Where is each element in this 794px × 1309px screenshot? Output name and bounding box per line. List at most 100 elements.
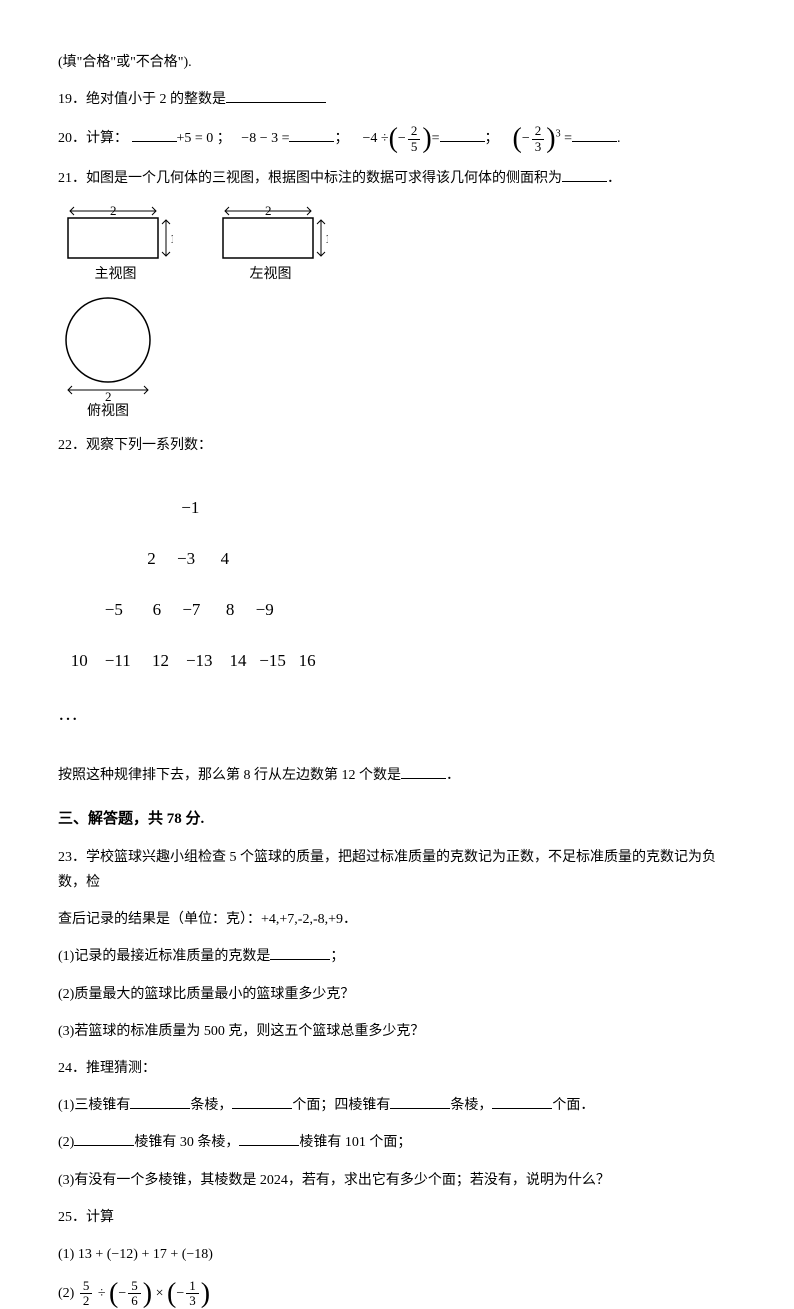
q24-title: 推理猜测： (86, 1061, 156, 1076)
q25-title: 计算 (86, 1210, 114, 1225)
q20-blank4 (572, 126, 617, 142)
q25-p2: (2) 52 ÷ (−56) × (−13) (58, 1279, 736, 1309)
rect-icon: 2 1 (213, 203, 328, 265)
q24-p1d: 条棱， (450, 1098, 492, 1113)
rparen-icon: ) (201, 1280, 210, 1308)
q19-text: 绝对值小于 2 的整数是 (86, 92, 226, 107)
q20-sep2: ； (334, 131, 348, 146)
front-view: 2 1 主视图 (58, 203, 173, 287)
q23-p3: (3)若篮球的标准质量为 500 克，则这五个篮球总重多少克？ (58, 1019, 736, 1044)
front-view-label: 主视图 (58, 262, 173, 287)
q22: 22．观察下列一系列数： (58, 433, 736, 458)
q20-blank3 (440, 126, 485, 142)
q20-expr2: −8 − 3 = (241, 131, 289, 146)
q20-blank2 (289, 126, 334, 142)
left-view-label: 左视图 (213, 262, 328, 287)
q24-p2b: 棱锥有 30 条棱， (134, 1135, 239, 1150)
q20-frac1: 25 (408, 124, 421, 154)
frac-den: 3 (186, 1294, 199, 1308)
q21-blank (562, 166, 607, 182)
q25-frac3: 13 (186, 1279, 199, 1309)
q21-text: 如图是一个几何体的三视图，根据图中标注的数据可求得该几何体的侧面积为 (86, 171, 562, 186)
q24-p2a: (2) (58, 1135, 74, 1150)
q21: 21．如图是一个几何体的三视图，根据图中标注的数据可求得该几何体的侧面积为． (58, 166, 736, 191)
q20-pow: 3 (556, 129, 561, 140)
q24-p1-blank2 (232, 1093, 292, 1109)
q24-p1-blank3 (390, 1093, 450, 1109)
q22-num: 22． (58, 438, 86, 453)
q24-p1c: 个面；四棱锥有 (292, 1098, 390, 1113)
q24-p2: (2) 棱锥有 30 条棱， 棱锥有 101 个面； (58, 1130, 736, 1155)
q25-frac2: 56 (128, 1279, 141, 1309)
lparen-icon: ( (109, 1280, 118, 1308)
tri-row3: −5 6 −7 8 −9 (58, 597, 736, 623)
rect-icon: 2 1 (58, 203, 173, 265)
q22-triangle: −1 2 −3 4 −5 6 −7 8 −9 10 −11 12 −13 14 … (58, 470, 736, 755)
q19-blank (226, 87, 326, 103)
q23-p1-blank (270, 944, 330, 960)
tri-row2: 2 −3 4 (58, 546, 736, 572)
q25-p1: (1) 13 + (−12) + 17 + (−18) (58, 1242, 736, 1267)
svg-text:1: 1 (170, 231, 173, 246)
frac-num: 2 (532, 124, 545, 139)
tri-row1: −1 (58, 495, 736, 521)
q24-p1-blank4 (492, 1093, 552, 1109)
q23-num: 23． (58, 850, 86, 865)
frac-num: 5 (80, 1279, 93, 1294)
q22-text: 观察下列一系列数： (86, 438, 212, 453)
q20: 20．计算： +5 = 0 ； −8 − 3 =； −4 ÷(−25)=； (−… (58, 124, 736, 154)
q23-p2: (2)质量最大的篮球比质量最小的篮球重多少克？ (58, 982, 736, 1007)
q20-eq1: = (432, 131, 440, 146)
lparen-icon: ( (513, 125, 522, 153)
q24-p2-blank2 (239, 1130, 299, 1146)
q18-tail: (填"合格"或"不合格"). (58, 50, 736, 75)
q24-p3: (3)有没有一个多棱锥，其棱数是 2024，若有，求出它有多少个面；若没有，说明… (58, 1168, 736, 1193)
q23-intro2: 查后记录的结果是（单位：克）：+4,+7,-2,-8,+9． (58, 907, 736, 932)
q24-p1e: 个面． (552, 1098, 594, 1113)
q23-p1-text: (1)记录的最接近标准质量的克数是 (58, 949, 270, 964)
q25-num: 25． (58, 1210, 86, 1225)
frac-den: 6 (128, 1294, 141, 1308)
q20-sep3: ； (485, 131, 499, 146)
q23-intro1: 23．学校篮球兴趣小组检查 5 个篮球的质量，把超过标准质量的克数记为正数，不足… (58, 845, 736, 895)
q23-p1-sep: ； (330, 949, 344, 964)
svg-text:2: 2 (265, 203, 272, 218)
q20-expr3-pre: −4 ÷ (362, 131, 388, 146)
q19-num: 19． (58, 92, 86, 107)
q22-tail: 按照这种规律排下去，那么第 8 行从左边数第 12 个数是． (58, 763, 736, 788)
q25-div: ÷ (98, 1286, 106, 1301)
q25: 25．计算 (58, 1205, 736, 1230)
q24-p1a: (1)三棱锥有 (58, 1098, 130, 1113)
q20-blank1 (132, 126, 177, 142)
q24-p2-blank1 (74, 1130, 134, 1146)
q20-frac2: 23 (532, 124, 545, 154)
q20-expr1: +5 = 0 ； (177, 131, 231, 146)
q24-p1b: 条棱， (190, 1098, 232, 1113)
section3-title: 三、解答题，共 78 分. (58, 806, 736, 833)
q25-frac1: 52 (80, 1279, 93, 1309)
q21-figures: 2 1 主视图 2 1 (58, 203, 736, 424)
svg-text:1: 1 (325, 231, 328, 246)
q23-intro1-text: 学校篮球兴趣小组检查 5 个篮球的质量，把超过标准质量的克数记为正数，不足标准质… (58, 850, 716, 890)
rparen-icon: ) (546, 125, 555, 153)
q21-num: 21． (58, 171, 86, 186)
q19: 19．绝对值小于 2 的整数是 (58, 87, 736, 112)
q24: 24．推理猜测： (58, 1056, 736, 1081)
svg-text:2: 2 (110, 203, 117, 218)
q20-period: . (617, 131, 621, 146)
q24-p2c: 棱锥有 101 个面； (299, 1135, 411, 1150)
rparen-icon: ) (422, 125, 431, 153)
frac-num: 2 (408, 124, 421, 139)
q23-p1: (1)记录的最接近标准质量的克数是 ； (58, 944, 736, 969)
frac-den: 2 (80, 1294, 93, 1308)
svg-text:2: 2 (105, 389, 112, 403)
q20-eq2: = (564, 131, 572, 146)
q24-p1: (1)三棱锥有 条棱， 个面；四棱锥有 条棱， 个面． (58, 1093, 736, 1118)
tri-dots: … (58, 699, 736, 729)
lparen-icon: ( (167, 1280, 176, 1308)
top-view: 2 俯视图 (58, 295, 158, 424)
q20-label: 计算： (86, 131, 128, 146)
q22-period: ． (446, 768, 460, 783)
q24-num: 24． (58, 1061, 86, 1076)
frac-num: 5 (128, 1279, 141, 1294)
